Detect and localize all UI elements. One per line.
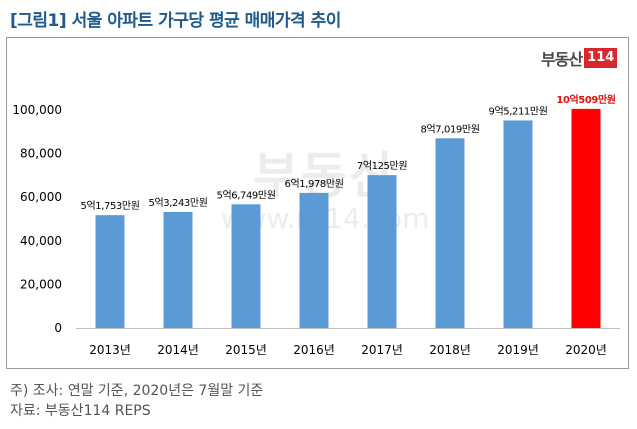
bar — [299, 192, 329, 328]
bar — [163, 211, 193, 328]
data-label: 5억3,243만원 — [149, 197, 208, 209]
bar — [367, 175, 397, 328]
y-tick-label: 40,000 — [20, 234, 62, 248]
y-tick-label: 20,000 — [20, 277, 62, 291]
logo-number: 114 — [584, 48, 618, 68]
brand-logo: 부동산 114 — [541, 47, 618, 69]
x-tick-label: 2019년 — [497, 343, 539, 357]
x-tick-label: 2016년 — [293, 343, 335, 357]
footnote-source: 자료: 부동산114 REPS — [10, 403, 151, 419]
data-label: 8억7,019만원 — [421, 123, 480, 135]
bar — [503, 120, 533, 328]
bar — [95, 215, 125, 328]
logo-text: 부동산 — [541, 50, 583, 69]
data-label: 7억125만원 — [357, 160, 407, 172]
bar — [571, 108, 601, 328]
y-tick-label: 80,000 — [20, 147, 62, 161]
x-tick-label: 2018년 — [429, 343, 471, 357]
x-tick-label: 2015년 — [225, 343, 267, 357]
bar — [231, 204, 261, 328]
footnotes: 주) 조사: 연말 기준, 2020년은 7월말 기준 자료: 부동산114 R… — [10, 381, 263, 421]
data-label: 5억1,753만원 — [81, 200, 140, 212]
data-label: 10억509만원 — [556, 93, 615, 106]
data-label: 5억6,749만원 — [217, 189, 276, 201]
y-tick-label: 100,000 — [12, 103, 62, 117]
footnote-survey: 주) 조사: 연말 기준, 2020년은 7월말 기준 — [10, 383, 264, 399]
data-label: 6억1,978만원 — [285, 178, 344, 190]
x-tick-label: 2014년 — [157, 343, 199, 357]
y-tick-label: 60,000 — [20, 190, 62, 204]
data-label: 9억5,211만원 — [489, 105, 548, 117]
y-tick-label: 0 — [54, 321, 62, 335]
x-tick-label: 2013년 — [89, 343, 131, 357]
x-tick-label: 2017년 — [361, 343, 403, 357]
bar — [435, 138, 465, 328]
x-tick-label: 2020년 — [565, 343, 607, 357]
figure-title: [그림1] 서울 아파트 가구당 평균 매매가격 추이 — [10, 11, 341, 31]
